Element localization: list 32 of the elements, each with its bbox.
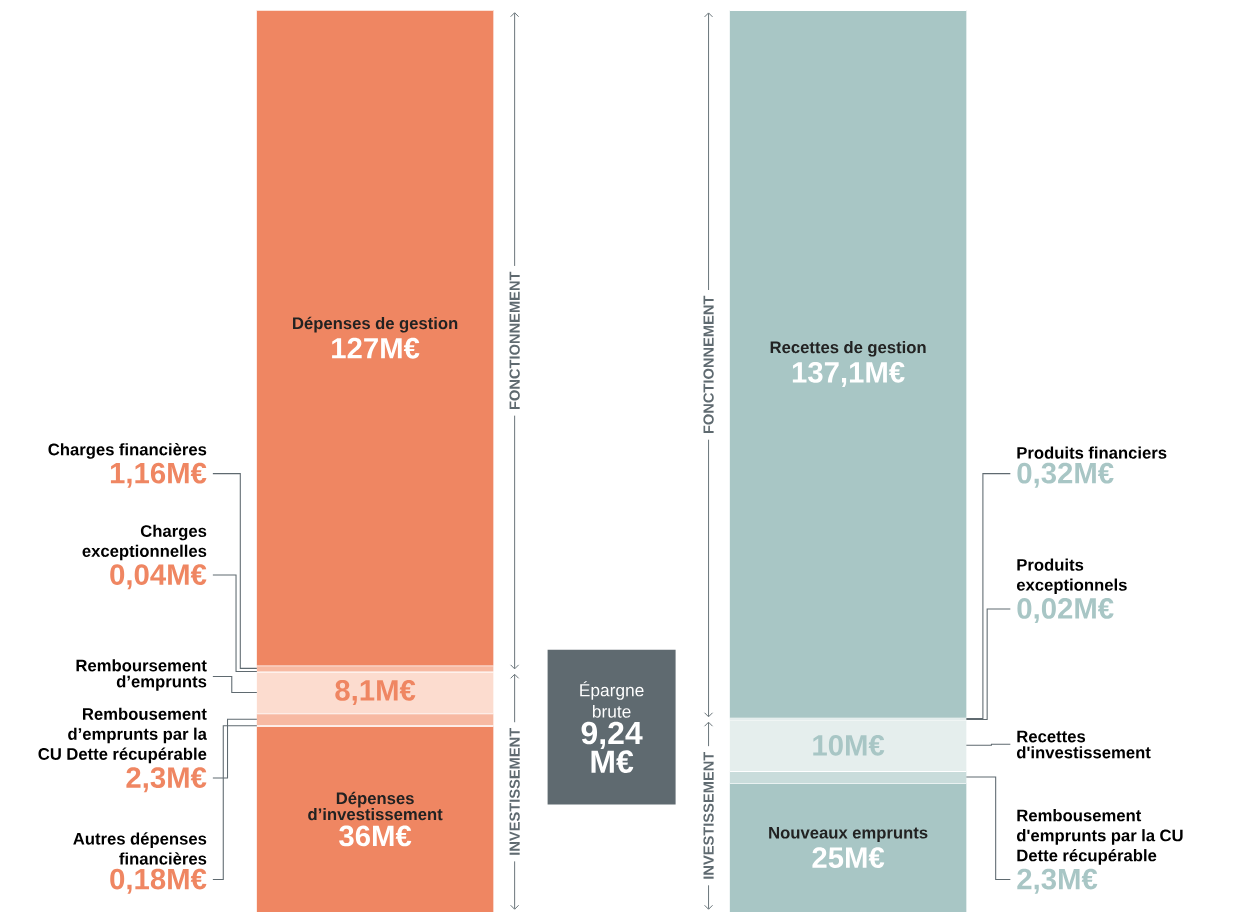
data-label: 25M€ — [812, 847, 885, 868]
data-label: 1,16M€ — [110, 462, 207, 488]
text: Produits exceptionnels — [1016, 558, 1127, 595]
data-label: 8,1M€ — [335, 679, 416, 706]
text: Charges financières — [48, 442, 207, 459]
annotation: Épargne brute — [580, 681, 644, 718]
series-label: Dépenses de gestion — [293, 316, 458, 333]
annotation: FONCTIONNEMENT — [703, 295, 714, 434]
text: Autres dépenses financières — [73, 832, 207, 865]
data-label: 36M€ — [339, 825, 412, 847]
annotation: INVESTISSEMENT — [703, 751, 714, 879]
annotation: 9,24 M€ — [581, 721, 643, 773]
data-label: 0,04M€ — [110, 564, 207, 590]
data-label: 0,32M€ — [1017, 462, 1114, 488]
data-label: 2,3M€ — [126, 767, 207, 793]
text: Remboursement d’emprunts — [76, 659, 207, 691]
data-label: 0,02M€ — [1017, 598, 1114, 624]
series-label: Recettes de gestion — [770, 340, 926, 357]
annotation: INVESTISSEMENT — [509, 727, 520, 855]
data-label: 137,1M€ — [792, 361, 905, 387]
text: Rembousement d’emprunts par la CU Dette récupérable — [38, 707, 208, 764]
series-label: Nouveaux emprunts — [769, 826, 928, 842]
annotation: FONCTIONNEMENT — [509, 271, 520, 410]
text: Rembousement d'emprunts par la CU Dette récupérable — [1016, 809, 1183, 865]
text: Produits financiers — [1017, 446, 1167, 459]
data-label: 0,18M€ — [110, 868, 207, 894]
text: Recettes d'investissement — [1016, 730, 1151, 759]
text: Charges exceptionnelles — [82, 524, 207, 561]
data-label: 127M€ — [332, 337, 420, 359]
data-label: 10M€ — [813, 734, 885, 756]
series-label: Dépenses d’investissement — [308, 791, 443, 821]
data-label: 2,3M€ — [1017, 868, 1098, 894]
